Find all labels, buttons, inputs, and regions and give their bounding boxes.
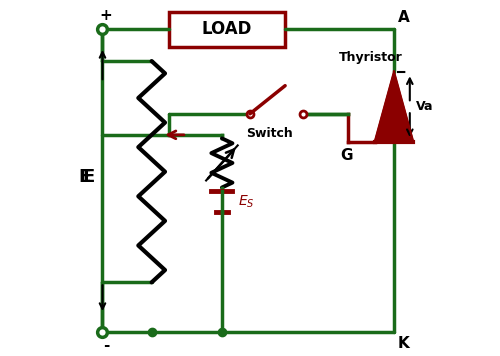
Text: Switch: Switch — [246, 127, 292, 140]
Text: $E_S$: $E_S$ — [238, 193, 254, 210]
Text: -: - — [103, 338, 109, 353]
Text: LOAD: LOAD — [202, 21, 252, 38]
Text: +: + — [100, 8, 112, 23]
Text: E: E — [79, 168, 91, 186]
Text: Thyristor: Thyristor — [340, 51, 403, 64]
Text: Va: Va — [416, 100, 434, 113]
Text: E: E — [82, 168, 94, 186]
Polygon shape — [374, 72, 414, 142]
FancyBboxPatch shape — [169, 12, 285, 47]
Text: G: G — [340, 148, 353, 163]
Text: A: A — [398, 10, 409, 25]
Text: K: K — [398, 336, 409, 351]
